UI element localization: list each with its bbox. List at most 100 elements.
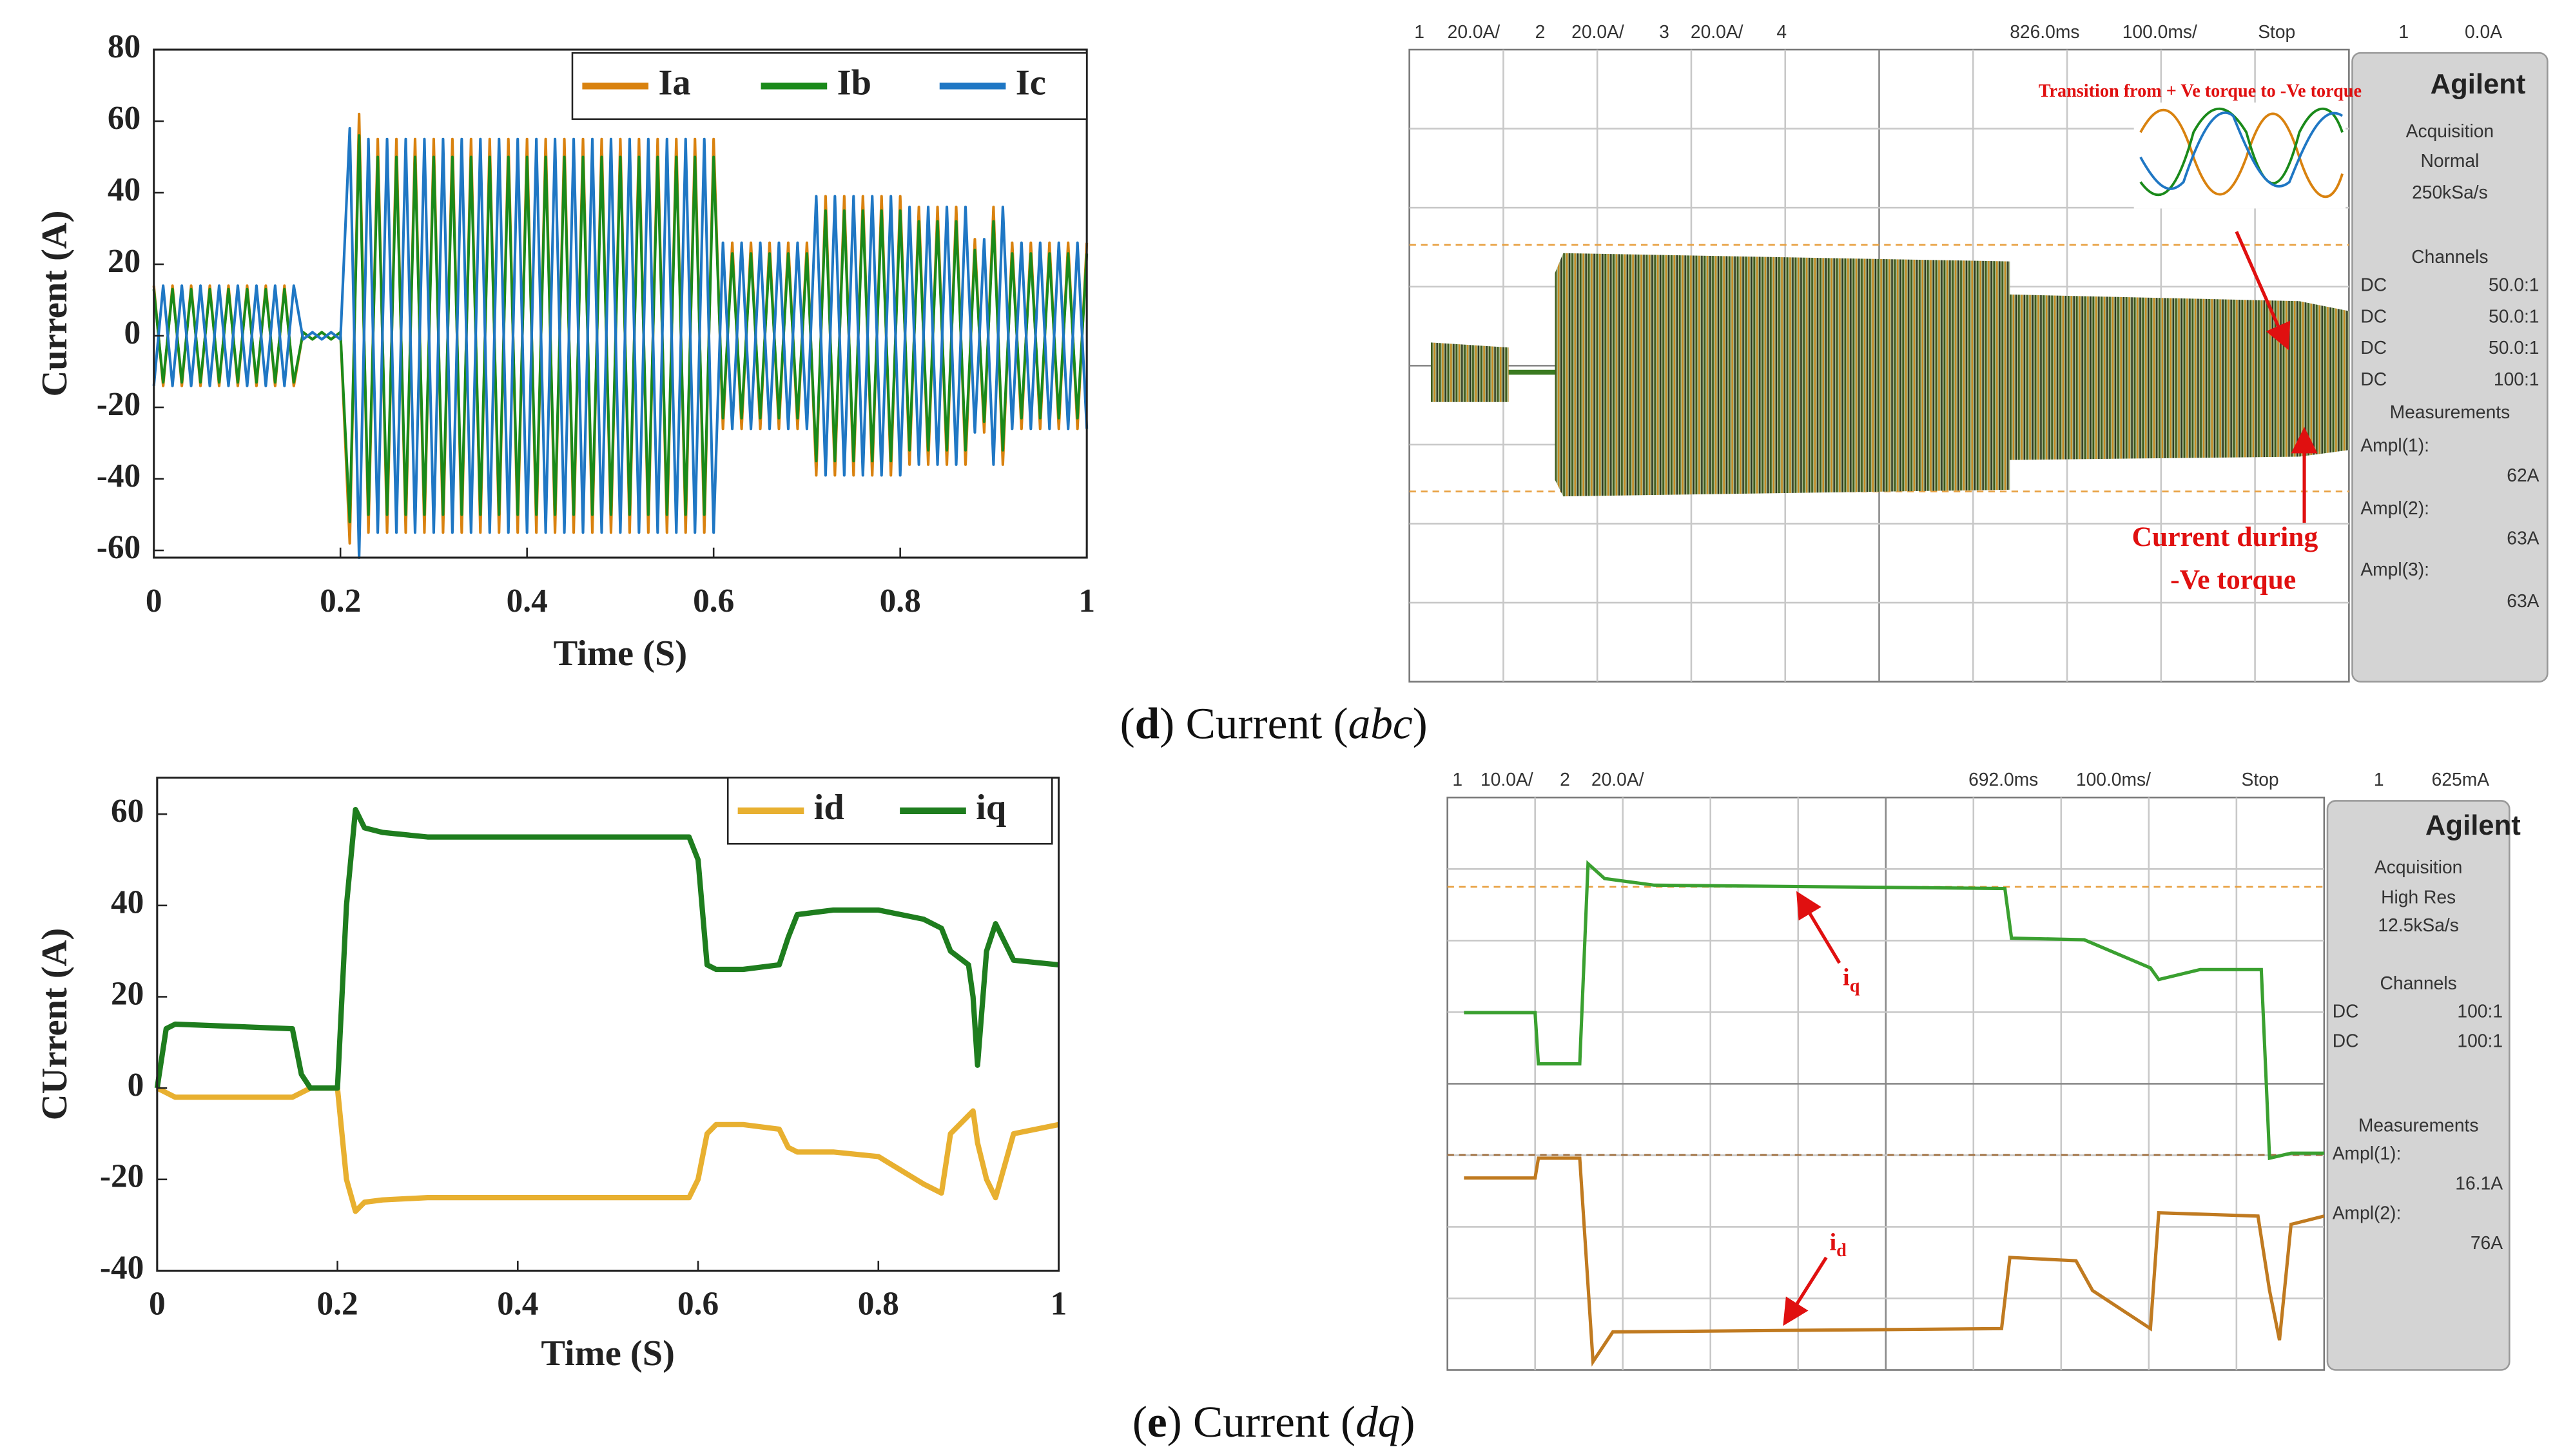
scope-panel [2351, 52, 2549, 683]
x-tick-label: 0 [149, 1286, 166, 1323]
scope-channel-coupling: DC [2333, 1031, 2359, 1051]
scope-acquisition: 12.5kSa/s [2378, 915, 2458, 935]
scope-header: 20.0A/ [1591, 769, 1644, 790]
caption-part: e [1147, 1397, 1167, 1446]
y-tick-label: -20 [97, 386, 141, 423]
scope-header: 1 [2398, 21, 2409, 42]
caption-part: abc [1348, 698, 1413, 748]
scope-channel-probe: 50.0:1 [2489, 337, 2539, 358]
annotation: -Ve torque [2170, 565, 2296, 596]
x-tick-label: 0.4 [497, 1286, 538, 1323]
x-tick-label: 1 [1051, 1286, 1067, 1323]
caption-part: ) [1413, 698, 1428, 748]
scope-header: 100.0ms/ [2076, 769, 2151, 790]
scope-panel [2326, 800, 2511, 1371]
y-tick-label: 80 [108, 28, 141, 65]
scope-channel-coupling: DC [2360, 337, 2387, 358]
legend-label: Ia [658, 63, 690, 102]
annotation: iq [1843, 964, 1860, 996]
caption-part: d [1135, 698, 1160, 748]
scope-section: Channels [2380, 973, 2457, 993]
caption: (d) Current (abc) [1120, 698, 1428, 748]
caption-part: dq [1355, 1397, 1400, 1446]
y-tick-label: 40 [111, 884, 144, 921]
caption-part: ( [1120, 698, 1135, 748]
scope-section: Measurements [2358, 1115, 2479, 1136]
scope-measure-name: Ampl(2): [2333, 1203, 2402, 1223]
series-line [152, 134, 1089, 523]
x-axis-label: Time (S) [541, 1334, 674, 1373]
scope-channel-probe: 100:1 [2457, 1031, 2503, 1051]
scope-channel-coupling: DC [2333, 1000, 2359, 1021]
scope-channel-coupling: DC [2360, 369, 2387, 389]
x-tick-label: 0.2 [316, 1286, 358, 1323]
scope-trace [1464, 1156, 2325, 1367]
x-tick-label: 0.6 [677, 1286, 719, 1323]
scope-header: 20.0A/ [1691, 21, 1743, 42]
scope-header: Stop [2242, 769, 2279, 790]
scope-measure-value: 63A [2507, 590, 2539, 611]
y-axis-label: CUrrent (A) [35, 928, 75, 1120]
caption-part: ) Current ( [1167, 1397, 1355, 1446]
scope-inset-wave [2139, 107, 2344, 197]
scope-header: 4 [1776, 21, 1787, 42]
scope-header: 0.0A [2465, 21, 2502, 42]
scope-header: 1 [1452, 769, 1462, 790]
scope-header: 3 [1659, 21, 1669, 42]
legend-box [571, 52, 1088, 121]
y-tick-label: 60 [111, 793, 144, 830]
scope-header: 625mA [2432, 769, 2490, 790]
annotation-sub: q [1850, 976, 1860, 996]
scope-header: 20.0A/ [1571, 21, 1624, 42]
y-tick-label: -20 [100, 1158, 144, 1195]
scope-header: 1 [1414, 21, 1424, 42]
annotation: Transition from + Ve torque to -Ve torqu… [2039, 81, 2362, 101]
scope-header: 100.0ms/ [2122, 21, 2197, 42]
y-tick-label: -40 [100, 1249, 144, 1286]
plot-area [157, 777, 1059, 1271]
scope-acquisition: 250kSa/s [2412, 182, 2488, 202]
scope-header: 20.0A/ [1448, 21, 1501, 42]
annotation-arrow [2235, 231, 2291, 351]
scope-header: 2 [1560, 769, 1570, 790]
scope-measure-value: 76A [2471, 1232, 2503, 1253]
scope-trace [1464, 860, 2324, 1161]
scope-channel-probe: 50.0:1 [2489, 306, 2539, 326]
x-tick-label: 0.6 [693, 583, 734, 619]
scope-section: Measurements [2390, 402, 2511, 422]
scope-brand: Agilent [2431, 69, 2526, 100]
caption-part: ( [1132, 1397, 1147, 1446]
annotation: id [1829, 1228, 1847, 1261]
annotation-arrow [1796, 891, 1841, 964]
scope-channel-coupling: DC [2360, 306, 2387, 326]
annotation-arrow [1783, 1256, 1828, 1326]
scope-acquisition: Acquisition [2375, 857, 2462, 877]
scope-measure-value: 62A [2507, 465, 2539, 485]
y-tick-label: 0 [128, 1067, 144, 1103]
y-tick-label: 0 [124, 315, 141, 351]
y-tick-label: 20 [111, 975, 144, 1012]
scope-header: 1 [2374, 769, 2384, 790]
scope-header: 826.0ms [2010, 21, 2079, 42]
y-tick-label: -60 [97, 529, 141, 566]
scope-acquisition: Normal [2420, 150, 2479, 171]
caption: (e) Current (dq) [1132, 1397, 1415, 1446]
axes-box [153, 48, 1088, 559]
scope-measure-value: 16.1A [2455, 1172, 2503, 1193]
scope-channel-probe: 50.0:1 [2489, 275, 2539, 295]
series-line [152, 127, 1089, 559]
y-tick-label: 60 [108, 100, 141, 137]
scope-brand: Agilent [2425, 810, 2521, 841]
annotation: Current during [2132, 521, 2318, 552]
scope-header: Stop [2258, 21, 2295, 42]
x-tick-label: 0.4 [507, 583, 548, 619]
legend-label: Ib [837, 63, 871, 102]
x-tick-label: 0.8 [858, 1286, 899, 1323]
x-axis-label: Time (S) [554, 634, 687, 674]
scope-channel-probe: 100:1 [2494, 369, 2540, 389]
caption-part: ) [1400, 1397, 1415, 1446]
scope-acquisition: High Res [2381, 886, 2456, 907]
y-axis-label: Current (A) [35, 211, 75, 397]
scope-channel-probe: 100:1 [2457, 1000, 2503, 1021]
